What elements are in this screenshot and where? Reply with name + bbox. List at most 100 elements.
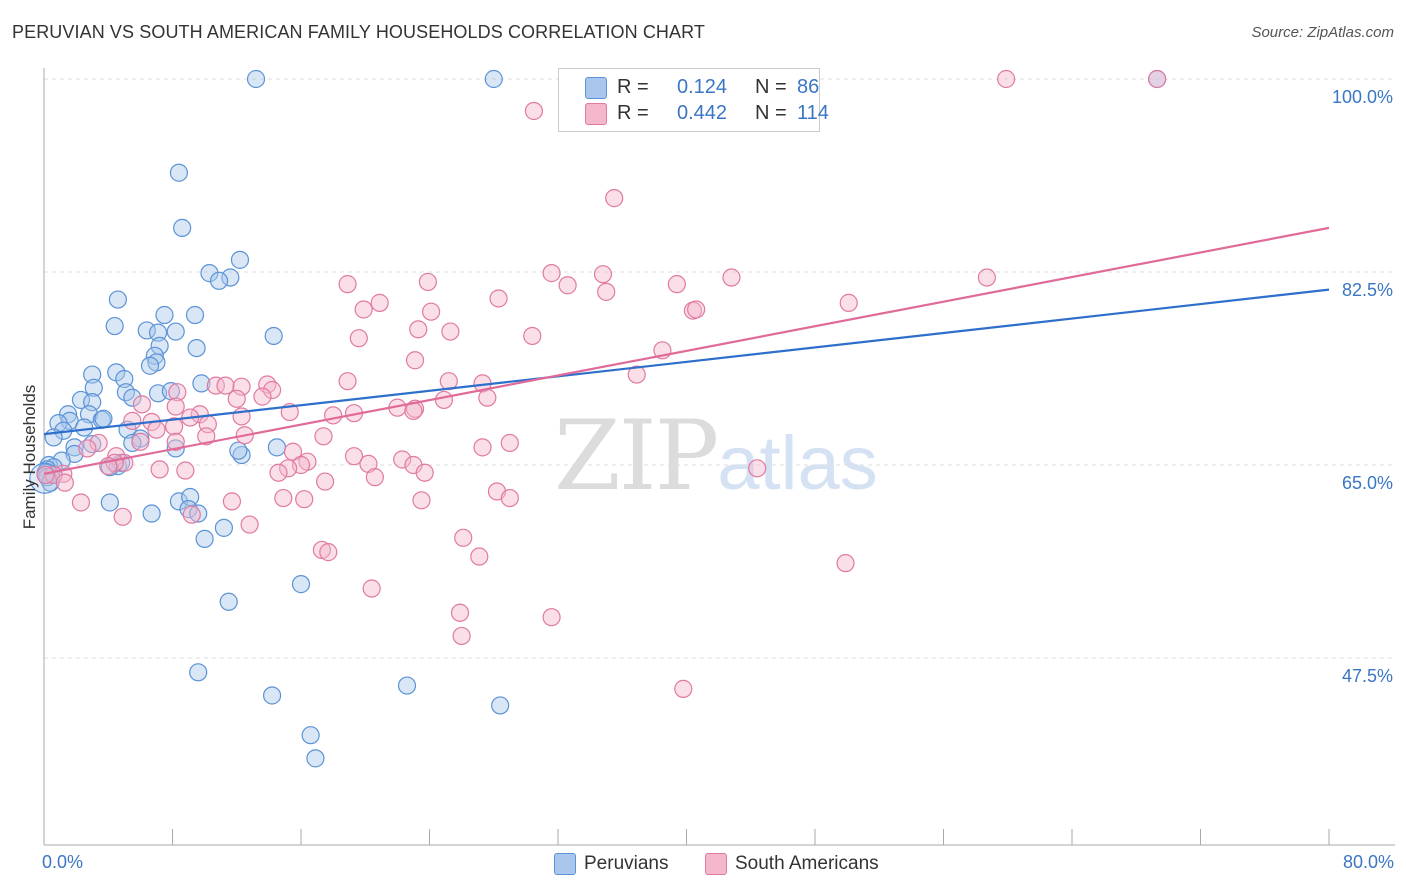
south-american-point	[232, 377, 251, 396]
y-axis-title: Family Households	[20, 384, 39, 530]
south-american-point	[409, 320, 428, 339]
peruvian-point	[166, 322, 185, 341]
south-american-point	[748, 459, 767, 478]
peruvian-point	[192, 374, 211, 393]
south-american-point	[240, 515, 259, 534]
south-american-point	[434, 390, 454, 410]
peruvian-point	[84, 378, 103, 397]
south-american-point	[354, 300, 373, 319]
peruvian-point	[209, 271, 229, 290]
south-american-point	[279, 459, 298, 478]
south-american-point	[450, 603, 470, 622]
south-american-point	[422, 302, 441, 321]
south-american-point	[523, 326, 542, 346]
peruvian-point	[291, 575, 311, 594]
peruvian-point	[246, 69, 266, 89]
south-american-point	[71, 493, 91, 512]
trend-lines	[43, 226, 1330, 475]
peruvian-point	[169, 163, 189, 182]
south-americans-legend-swatch	[705, 853, 727, 875]
peruvian-point	[397, 676, 417, 695]
peruvians-legend-swatch	[554, 853, 576, 875]
south-american-point	[253, 387, 272, 406]
south-american-point	[542, 608, 561, 627]
south-american-point	[197, 427, 216, 446]
south-american-point	[500, 433, 519, 453]
peruvian-point	[65, 438, 84, 457]
peruvian-point	[264, 326, 283, 346]
south-american-point	[597, 282, 616, 301]
south-american-point	[393, 450, 412, 469]
south-american-point	[269, 463, 288, 482]
south-american-point	[627, 365, 646, 384]
south-american-point	[262, 380, 282, 400]
south-americans-points	[36, 69, 1167, 698]
south-american-point	[605, 189, 624, 208]
peruvian-point	[306, 749, 325, 768]
south-americans-trend-line	[43, 226, 1330, 475]
peruvians-legend-label: Peruvians	[584, 853, 669, 874]
south-american-point	[415, 463, 434, 482]
south-american-point	[283, 442, 303, 461]
peruvian-point	[71, 390, 91, 410]
peruvian-point	[108, 290, 127, 309]
south-american-point	[150, 460, 169, 479]
peruvian-point	[200, 264, 219, 283]
south-american-point	[338, 275, 357, 294]
south-american-point	[370, 293, 389, 312]
chart-source: Source: ZipAtlas.com	[1251, 24, 1394, 41]
peruvian-point	[137, 321, 156, 340]
peruvians-r-label: R =	[617, 76, 649, 98]
south-american-point	[473, 438, 492, 457]
south-american-point	[977, 268, 996, 287]
peruvian-point	[123, 388, 142, 407]
south-american-point	[418, 272, 437, 292]
south-american-point	[315, 472, 335, 491]
south-american-point	[524, 101, 544, 121]
watermark: ZIPatlas	[554, 400, 878, 512]
peruvian-point	[230, 250, 250, 269]
peruvian-point	[491, 696, 510, 715]
peruvian-point	[173, 218, 192, 237]
south-american-point	[216, 376, 235, 395]
south-american-point	[168, 383, 187, 402]
south-american-point	[478, 388, 497, 407]
south-american-point	[1148, 69, 1167, 89]
y-tick-label-82-5: 82.5%	[1341, 280, 1393, 300]
axes	[43, 68, 1395, 846]
south-american-point	[593, 265, 613, 284]
south-american-point	[36, 465, 55, 485]
x-tick-label-min: 0.0%	[42, 852, 84, 872]
peruvian-point	[155, 305, 174, 325]
south-american-point	[412, 491, 431, 510]
south-american-point	[667, 275, 686, 294]
south-american-point	[166, 432, 185, 451]
watermark-atlas: atlas	[717, 421, 878, 506]
south-american-point	[836, 554, 855, 573]
south-americans-r-label: R =	[617, 102, 649, 124]
peruvian-point	[142, 504, 161, 523]
peruvian-point	[140, 356, 160, 375]
south-american-point	[89, 433, 108, 453]
south-american-point	[78, 439, 97, 458]
x-tick-label-max: 80.0%	[1342, 852, 1394, 872]
south-american-point	[274, 488, 293, 508]
south-american-point	[176, 461, 195, 480]
peruvians-n-value: 86	[797, 76, 820, 98]
gridlines	[44, 78, 1395, 659]
south-american-point	[349, 329, 368, 348]
y-tick-label-47-5: 47.5%	[1341, 666, 1393, 686]
peruvian-point	[195, 529, 214, 548]
correlation-legend: R = 0.124 N = 86 R = 0.442 N = 114	[558, 68, 829, 132]
south-american-point	[452, 626, 471, 646]
y-tick-label-100: 100.0%	[1331, 87, 1393, 107]
peruvian-point	[94, 409, 113, 428]
peruvian-point	[267, 438, 287, 457]
peruvian-point	[221, 268, 240, 287]
south-american-point	[997, 69, 1016, 89]
south-american-point	[500, 488, 519, 508]
peruvian-point	[185, 305, 205, 325]
south-americans-swatch	[585, 103, 607, 125]
peruvian-point	[229, 441, 248, 460]
